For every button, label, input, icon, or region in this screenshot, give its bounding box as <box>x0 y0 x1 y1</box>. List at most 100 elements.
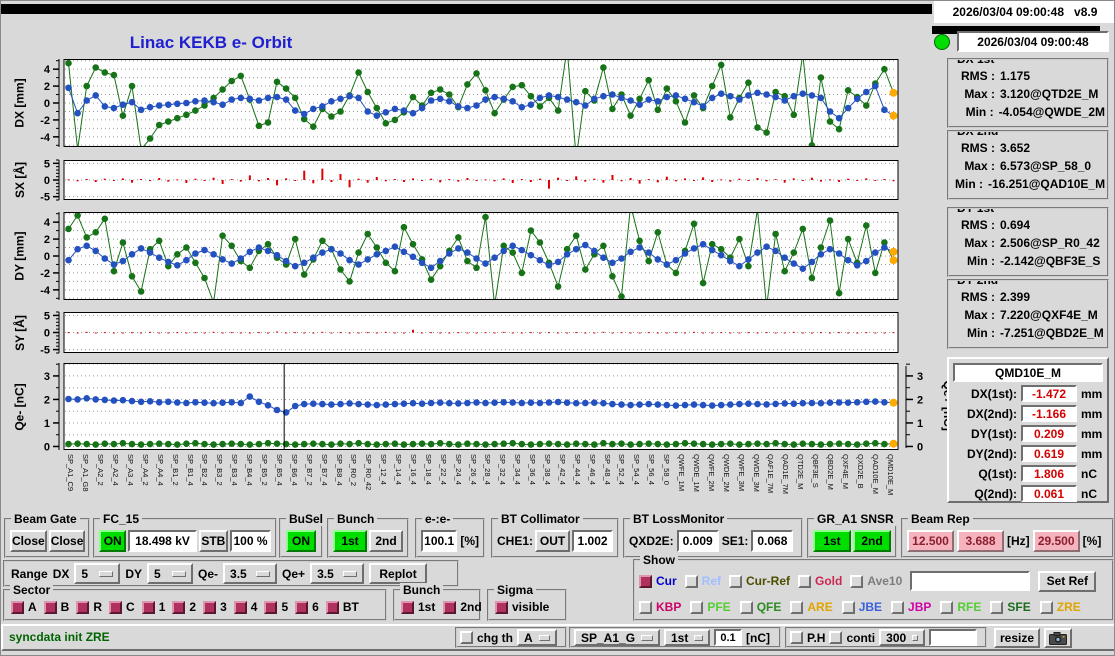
show-jbe[interactable]: JBE <box>841 600 882 614</box>
bunch-filter-1st-checkbox[interactable] <box>401 600 414 614</box>
threshold-input[interactable]: 0.1 <box>714 629 742 646</box>
show-gold-checkbox[interactable] <box>798 574 812 588</box>
show-kbp-label: KBP <box>656 600 682 614</box>
show-cur[interactable]: Cur <box>639 574 677 588</box>
show-pfe-checkbox[interactable] <box>690 600 704 614</box>
gr-snsr-1st-button[interactable]: 1st <box>813 530 851 552</box>
sector-b-checkbox[interactable] <box>43 600 57 614</box>
show-zre-checkbox[interactable] <box>1039 600 1053 614</box>
show-kbp-checkbox[interactable] <box>639 600 652 614</box>
sector-4-checkbox[interactable] <box>233 600 247 614</box>
set-ref-input[interactable] <box>910 571 1031 591</box>
show-kbp[interactable]: KBP <box>639 600 681 614</box>
threshold-unit: [nC] <box>746 630 770 645</box>
monitor-row-value: -1.166 <box>1021 405 1077 422</box>
range-qem-select[interactable]: 3.5 <box>223 563 278 584</box>
show-jbp-label: JBP <box>908 600 932 614</box>
sector-a[interactable]: A <box>11 600 37 614</box>
sector-a-checkbox[interactable] <box>11 600 24 614</box>
sector-4[interactable]: 4 <box>233 600 257 614</box>
show-pfe[interactable]: PFE <box>690 600 731 614</box>
sigma-visible[interactable]: visible <box>495 600 549 614</box>
sector-3-checkbox[interactable] <box>203 600 217 614</box>
beam-rep-pct-unit: [%] <box>1082 534 1102 548</box>
show-cur-ref-checkbox[interactable] <box>729 574 743 588</box>
show-are[interactable]: ARE <box>790 600 833 614</box>
sector-1-checkbox[interactable] <box>141 600 155 614</box>
stat-key: Min : <box>967 254 995 268</box>
show-qfe[interactable]: QFE <box>739 600 781 614</box>
chg-th-select[interactable]: A <box>517 629 557 646</box>
bunch-1st-button[interactable]: 1st <box>333 530 367 552</box>
show-ref[interactable]: Ref <box>684 574 721 588</box>
sector-bt[interactable]: BT <box>325 600 359 614</box>
sector-c[interactable]: C <box>109 600 135 614</box>
set-ref-button[interactable]: Set Ref <box>1038 570 1097 592</box>
stat-line: RMS : 3.652 <box>955 139 1105 157</box>
sector-r[interactable]: R <box>76 600 102 614</box>
busel-on-button[interactable]: ON <box>286 530 316 552</box>
bpm-label: QWFE_2M <box>706 454 716 492</box>
svg-text:3: 3 <box>44 371 50 383</box>
bunch-select[interactable]: 1st <box>664 629 710 646</box>
bunch-filter-1st[interactable]: 1st <box>401 600 435 614</box>
show-rfe-checkbox[interactable] <box>940 600 954 614</box>
conti-checkbox[interactable] <box>829 631 843 644</box>
sigma-visible-checkbox[interactable] <box>495 600 508 614</box>
show-cur-checkbox[interactable] <box>639 574 652 588</box>
replot-button[interactable]: Replot <box>369 563 428 584</box>
range-qep-select[interactable]: 3.5 <box>310 563 365 584</box>
show-zre[interactable]: ZRE <box>1039 600 1081 614</box>
bunch-filter-2nd-checkbox[interactable] <box>443 600 457 614</box>
beam-gate-close-1[interactable]: Close <box>10 530 47 552</box>
resize-button[interactable]: resize <box>994 628 1040 648</box>
ph-checkbox[interactable] <box>790 631 803 644</box>
sector-6[interactable]: 6 <box>295 600 319 614</box>
show-rfe[interactable]: RFE <box>940 600 981 614</box>
sector-6-checkbox[interactable] <box>295 600 309 614</box>
show-ref-checkbox[interactable] <box>684 574 698 588</box>
qxd2e-value: 0.009 <box>676 530 719 552</box>
bpm-label: SP_B2_4 <box>200 454 210 486</box>
show-sfe-checkbox[interactable] <box>990 600 1004 614</box>
sector-3[interactable]: 3 <box>203 600 227 614</box>
bpm-select[interactable]: SP_A1_G <box>574 629 660 646</box>
che1-out-button[interactable]: OUT <box>535 530 571 552</box>
sector-5-checkbox[interactable] <box>264 600 278 614</box>
beam-gate-close-2[interactable]: Close <box>48 530 86 552</box>
sector-5[interactable]: 5 <box>264 600 288 614</box>
beam-rep-value-3: 29.500 <box>1032 530 1080 552</box>
sector-b[interactable]: B <box>43 600 69 614</box>
chg-th-checkbox[interactable] <box>460 631 473 644</box>
fc15-stb-button[interactable]: STB <box>198 530 228 552</box>
show-sfe[interactable]: SFE <box>990 600 1031 614</box>
sector-2-checkbox[interactable] <box>172 600 186 614</box>
show-are-checkbox[interactable] <box>790 600 804 614</box>
bunch-2nd-button[interactable]: 2nd <box>369 530 403 552</box>
sector-c-checkbox[interactable] <box>109 600 123 614</box>
show-jbp[interactable]: JBP <box>891 600 931 614</box>
bunch-filter-2nd[interactable]: 2nd <box>443 600 482 614</box>
fc15-percent-value: 100 % <box>229 530 271 552</box>
show-gold[interactable]: Gold <box>798 574 842 588</box>
sector-2[interactable]: 2 <box>172 600 196 614</box>
show-qfe-checkbox[interactable] <box>739 600 753 614</box>
sector-bt-checkbox[interactable] <box>325 600 339 614</box>
range-dx-value: 5 <box>81 566 89 581</box>
stat-line: Min : -7.251@QBD2E_M <box>955 324 1105 342</box>
sector-1[interactable]: 1 <box>141 600 165 614</box>
count-input[interactable] <box>929 629 978 646</box>
show-jbe-checkbox[interactable] <box>841 600 855 614</box>
interval-select[interactable]: 300 <box>879 629 926 646</box>
fc15-on-button[interactable]: ON <box>99 530 127 552</box>
range-dy-select[interactable]: 5 <box>147 563 194 584</box>
gr-snsr-2nd-button[interactable]: 2nd <box>853 530 891 552</box>
show-ave10[interactable]: Ave10 <box>850 574 902 588</box>
show-ave10-checkbox[interactable] <box>850 574 864 588</box>
show-cur-ref[interactable]: Cur-Ref <box>729 574 790 588</box>
sector-r-checkbox[interactable] <box>76 600 90 614</box>
show-jbp-checkbox[interactable] <box>891 600 905 614</box>
screenshot-button[interactable] <box>1044 628 1072 648</box>
bpm-label: SP_B6_4 <box>289 454 299 486</box>
range-dx-select[interactable]: 5 <box>74 563 121 584</box>
